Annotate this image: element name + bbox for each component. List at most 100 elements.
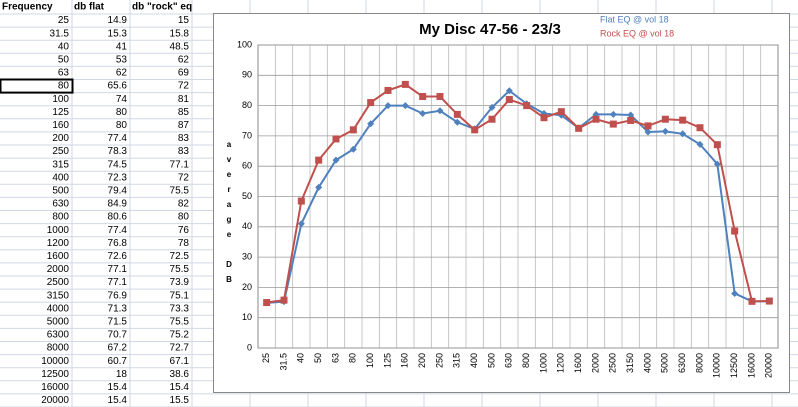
cell[interactable]: 72 — [178, 172, 190, 183]
cell[interactable]: 250 — [52, 146, 69, 157]
cell[interactable]: 83 — [178, 133, 190, 144]
cell[interactable]: 70.7 — [108, 330, 128, 341]
cell[interactable]: 100 — [52, 94, 69, 105]
cell[interactable]: 10000 — [41, 356, 69, 367]
cell[interactable]: 800 — [52, 212, 69, 223]
cell[interactable]: 15.8 — [170, 28, 190, 39]
cell[interactable]: 5000 — [47, 316, 70, 327]
cell[interactable]: 315 — [52, 159, 69, 170]
cell[interactable]: 41 — [116, 41, 128, 52]
cell[interactable]: 77.1 — [170, 159, 190, 170]
legend-entry: Flat EQ @ vol 18 — [600, 14, 669, 24]
cell[interactable]: 75.1 — [170, 290, 190, 301]
cell[interactable]: 71.5 — [108, 316, 128, 327]
cell[interactable]: 72 — [178, 81, 190, 92]
cell[interactable]: 77.4 — [108, 133, 128, 144]
cell[interactable]: 82 — [178, 199, 190, 210]
cell[interactable]: 71.3 — [108, 303, 128, 314]
marker — [679, 130, 687, 138]
cell[interactable]: 73.3 — [170, 303, 190, 314]
cell[interactable]: 48.5 — [170, 41, 190, 52]
cell[interactable]: 76.8 — [108, 238, 128, 249]
cell[interactable]: 72.5 — [170, 251, 190, 262]
cell[interactable]: 72.6 — [108, 251, 128, 262]
cell[interactable]: 1200 — [47, 238, 70, 249]
y-tick-label: 10 — [242, 312, 252, 322]
cell[interactable]: 31.5 — [50, 28, 70, 39]
cell[interactable]: 16000 — [41, 382, 69, 393]
cell[interactable]: 3150 — [47, 290, 70, 301]
cell[interactable]: 15.4 — [108, 382, 128, 393]
cell[interactable]: 63 — [58, 68, 70, 79]
cell[interactable]: 79.4 — [108, 185, 128, 196]
marker — [592, 115, 600, 123]
x-tick-label: 80 — [348, 353, 358, 363]
cell[interactable]: 87 — [178, 120, 190, 131]
cell[interactable]: 14.9 — [108, 15, 128, 26]
cell[interactable]: 200 — [52, 133, 69, 144]
cell[interactable]: 78.3 — [108, 146, 128, 157]
cell[interactable]: 77.4 — [108, 225, 128, 236]
cell[interactable]: 65.6 — [108, 81, 128, 92]
cell[interactable]: 6300 — [47, 330, 70, 341]
cell[interactable]: 4000 — [47, 303, 70, 314]
cell[interactable]: 73.9 — [170, 277, 190, 288]
cell[interactable]: 62 — [178, 54, 190, 65]
cell[interactable]: 72.3 — [108, 172, 128, 183]
cell[interactable]: 2000 — [47, 264, 70, 275]
cell[interactable]: 40 — [58, 41, 70, 52]
cell[interactable]: 15 — [178, 15, 190, 26]
cell[interactable]: 69 — [178, 68, 190, 79]
cell[interactable]: 74.5 — [108, 159, 128, 170]
cell[interactable]: 15.4 — [170, 382, 190, 393]
cell[interactable]: 83 — [178, 146, 190, 157]
cell[interactable]: 15.4 — [108, 395, 128, 406]
cell[interactable]: 80 — [116, 107, 128, 118]
cell[interactable]: 15.3 — [108, 28, 128, 39]
cell[interactable]: 12500 — [41, 369, 69, 380]
cell[interactable]: 18 — [116, 369, 128, 380]
cell[interactable]: 1000 — [47, 225, 70, 236]
cell[interactable]: 75.5 — [170, 185, 190, 196]
cell[interactable]: 85 — [178, 107, 190, 118]
cell[interactable]: 400 — [52, 172, 69, 183]
cell[interactable]: 72.7 — [170, 343, 190, 354]
cell[interactable]: 25 — [58, 15, 70, 26]
cell[interactable]: 78 — [178, 238, 190, 249]
cell[interactable]: 62 — [116, 68, 128, 79]
cell[interactable]: 81 — [178, 94, 190, 105]
cell[interactable]: 77.1 — [108, 264, 128, 275]
cell[interactable]: 8000 — [47, 343, 70, 354]
cell[interactable]: 160 — [52, 120, 69, 131]
cell[interactable]: 80 — [58, 81, 70, 92]
cell[interactable]: 76.9 — [108, 290, 128, 301]
cell[interactable]: 50 — [58, 54, 70, 65]
cell[interactable]: 80 — [178, 212, 190, 223]
cell[interactable]: 125 — [52, 107, 69, 118]
cell[interactable]: 75.5 — [170, 264, 190, 275]
cell[interactable]: 1600 — [47, 251, 70, 262]
cell[interactable]: 2500 — [47, 277, 70, 288]
cell[interactable]: 80.6 — [108, 212, 128, 223]
y-tick-label: 70 — [242, 130, 252, 140]
cell[interactable]: 630 — [52, 199, 69, 210]
cell[interactable]: 77.1 — [108, 277, 128, 288]
marker — [557, 108, 565, 116]
cell[interactable]: 84.9 — [108, 199, 128, 210]
cell[interactable]: 53 — [116, 54, 128, 65]
cell[interactable]: 38.6 — [170, 369, 190, 380]
cell[interactable]: 67.1 — [170, 356, 190, 367]
x-tick-label: 12500 — [729, 353, 739, 378]
cell[interactable]: 74 — [116, 94, 128, 105]
cell[interactable]: 15.5 — [170, 395, 190, 406]
cell[interactable]: 60.7 — [108, 356, 128, 367]
x-tick-label: 100 — [365, 353, 375, 368]
cell[interactable]: 67.2 — [108, 343, 128, 354]
cell[interactable]: 75.2 — [170, 330, 190, 341]
cell[interactable]: 75.5 — [170, 316, 190, 327]
cell[interactable]: 76 — [178, 225, 190, 236]
cell[interactable]: 20000 — [41, 395, 69, 406]
x-tick-label: 63 — [330, 353, 340, 363]
cell[interactable]: 80 — [116, 120, 128, 131]
cell[interactable]: 500 — [52, 185, 69, 196]
